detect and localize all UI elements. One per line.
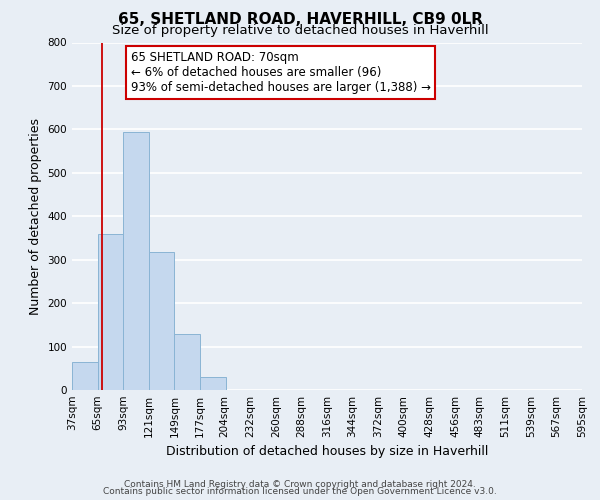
Bar (149, 252, 175, 390)
Bar (200, 377, 226, 390)
Bar (175, 334, 200, 390)
Text: 65, SHETLAND ROAD, HAVERHILL, CB9 0LR: 65, SHETLAND ROAD, HAVERHILL, CB9 0LR (118, 12, 482, 28)
X-axis label: Distribution of detached houses by size in Haverhill: Distribution of detached houses by size … (166, 446, 488, 458)
Bar (72, 362, 98, 390)
Y-axis label: Number of detached properties: Number of detached properties (29, 118, 42, 315)
Text: Size of property relative to detached houses in Haverhill: Size of property relative to detached ho… (112, 24, 488, 37)
Bar (123, 132, 149, 390)
Bar (98, 234, 123, 390)
Text: Contains HM Land Registry data © Crown copyright and database right 2024.: Contains HM Land Registry data © Crown c… (124, 480, 476, 489)
Text: Contains public sector information licensed under the Open Government Licence v3: Contains public sector information licen… (103, 487, 497, 496)
Text: 65 SHETLAND ROAD: 70sqm
← 6% of detached houses are smaller (96)
93% of semi-det: 65 SHETLAND ROAD: 70sqm ← 6% of detached… (131, 51, 431, 94)
